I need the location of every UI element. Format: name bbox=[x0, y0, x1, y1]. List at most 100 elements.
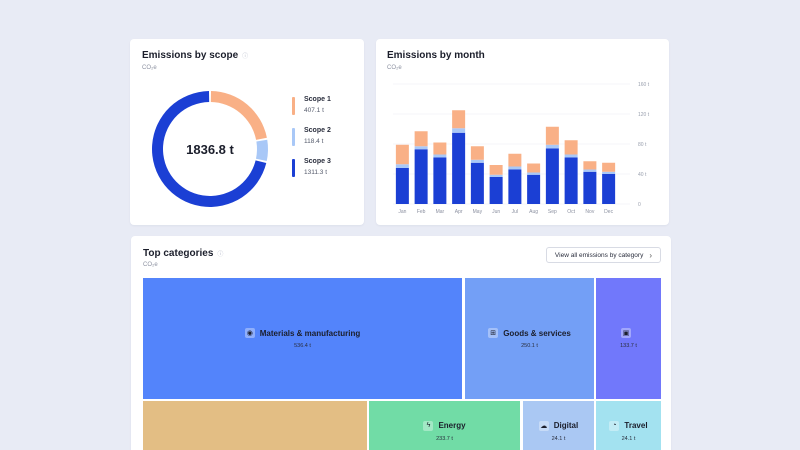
y-tick-label: 120 t bbox=[638, 112, 650, 118]
tile-label: Travel bbox=[624, 421, 648, 430]
treemap-tile-box-icon[interactable]: ▣ 133.7 t bbox=[596, 278, 661, 399]
month-card-unit: CO₂e bbox=[387, 65, 402, 71]
x-tick-label: Sep bbox=[548, 209, 557, 215]
tile-value: 24.1 t bbox=[621, 435, 636, 442]
scope-card-title-text: Emissions by scope bbox=[142, 50, 239, 61]
legend-item-scope-1[interactable]: Scope 1 407.1 t bbox=[292, 95, 331, 117]
cart-icon: ⊞ bbox=[488, 328, 499, 338]
bar-jun-scope-3[interactable] bbox=[489, 177, 503, 204]
bar-jul-scope-1[interactable] bbox=[508, 153, 522, 167]
x-tick-label: Feb bbox=[417, 209, 426, 215]
tile-header: ◔ Travel bbox=[609, 420, 648, 431]
x-tick-label: Aug bbox=[529, 209, 538, 215]
bar-apr-scope-1[interactable] bbox=[452, 110, 466, 129]
tile-label: Digital bbox=[553, 421, 579, 430]
x-tick-label: Jan bbox=[398, 209, 406, 215]
bar-dec-scope-2[interactable] bbox=[602, 171, 616, 174]
bar-dec-scope-3[interactable] bbox=[602, 174, 616, 204]
legend-swatch-scope-2 bbox=[292, 128, 295, 146]
bar-feb-scope-3[interactable] bbox=[414, 149, 428, 204]
bar-nov-scope-1[interactable] bbox=[583, 161, 597, 170]
bar-aug-scope-3[interactable] bbox=[527, 174, 541, 204]
monthly-bar-chart: 0 40 t 80 t 120 t 160 t Jan Feb Mar Apr May Jun Jul… bbox=[393, 82, 650, 215]
chevron-right-icon: › bbox=[649, 250, 652, 260]
tile-header: ϟ Energy bbox=[423, 420, 466, 431]
x-tick-label: Oct bbox=[567, 209, 575, 215]
bar-mar-scope-3[interactable] bbox=[433, 157, 447, 205]
cloud-icon: ☁ bbox=[538, 420, 549, 431]
treemap-tile-digital[interactable]: ☁ Digital 24.1 t bbox=[523, 401, 594, 450]
scope-donut-chart bbox=[152, 91, 268, 207]
box-icon: ▣ bbox=[621, 328, 631, 338]
bar-nov-scope-3[interactable] bbox=[583, 171, 597, 204]
bar-nov-scope-2[interactable] bbox=[583, 169, 597, 172]
bar-mar-scope-1[interactable] bbox=[433, 142, 447, 155]
legend-swatch-scope-3 bbox=[292, 159, 295, 177]
tile-header: ⊞ Goods & services bbox=[488, 328, 571, 338]
treemap-tile-goods-and-services[interactable]: ⊞ Goods & services 250.1 t bbox=[465, 278, 594, 399]
legend-value: 1311.3 t bbox=[304, 169, 328, 176]
treemap-tile-travel[interactable]: ◔ Travel 24.1 t bbox=[596, 401, 661, 450]
legend-label: Scope 3 bbox=[304, 158, 331, 165]
month-card-title: Emissions by month bbox=[387, 50, 485, 61]
tile-header: ▣ bbox=[621, 328, 636, 338]
bar-sep-scope-2[interactable] bbox=[545, 144, 559, 149]
legend-label: Scope 2 bbox=[304, 127, 331, 134]
info-icon[interactable]: ⓘ bbox=[242, 54, 249, 60]
info-icon[interactable]: ⓘ bbox=[217, 252, 224, 258]
treemap-tile-energy[interactable]: ϟ Energy 233.7 t bbox=[369, 401, 520, 450]
bolt-icon: ϟ bbox=[423, 420, 434, 431]
x-tick-label: Mar bbox=[436, 209, 445, 215]
scope-legend: Scope 1 407.1 t Scope 2 118.4 t Scope 3 … bbox=[292, 95, 331, 188]
bar-oct-scope-2[interactable] bbox=[564, 154, 578, 158]
globe-icon: ◔ bbox=[609, 420, 620, 431]
legend-value: 118.4 t bbox=[304, 138, 324, 145]
bar-jun-scope-2[interactable] bbox=[489, 174, 503, 177]
donut-slice-scope-1[interactable] bbox=[210, 91, 267, 140]
legend-value: 407.1 t bbox=[304, 107, 324, 114]
bar-jun-scope-1[interactable] bbox=[489, 165, 503, 175]
bar-jan-scope-3[interactable] bbox=[395, 168, 409, 204]
bar-feb-scope-2[interactable] bbox=[414, 146, 428, 150]
scope-card-title: Emissions by scope ⓘ bbox=[142, 50, 248, 61]
bar-oct-scope-1[interactable] bbox=[564, 140, 578, 155]
bar-jan-scope-2[interactable] bbox=[395, 164, 409, 168]
legend-label: Scope 1 bbox=[304, 96, 331, 103]
bar-may-scope-2[interactable] bbox=[470, 159, 484, 163]
legend-item-scope-2[interactable]: Scope 2 118.4 t bbox=[292, 126, 331, 148]
view-all-emissions-button[interactable]: View all emissions by category › bbox=[545, 247, 661, 263]
bar-sep-scope-1[interactable] bbox=[545, 126, 559, 145]
bar-dec-scope-1[interactable] bbox=[602, 162, 616, 172]
emissions-by-scope-card: Emissions by scope ⓘ CO₂e 1836.8 t Scope… bbox=[130, 39, 364, 225]
tile-label: Goods & services bbox=[503, 328, 571, 338]
bar-jan-scope-1[interactable] bbox=[395, 144, 409, 165]
bar-aug-scope-2[interactable] bbox=[527, 172, 541, 175]
bar-feb-scope-1[interactable] bbox=[414, 131, 428, 147]
top-categories-card: Top categories ⓘ CO₂e View all emissions… bbox=[131, 236, 671, 450]
bar-jul-scope-3[interactable] bbox=[508, 169, 522, 205]
bar-mar-scope-2[interactable] bbox=[433, 154, 447, 158]
x-tick-label: May bbox=[473, 209, 483, 215]
bar-sep-scope-3[interactable] bbox=[545, 148, 559, 205]
bar-jul-scope-2[interactable] bbox=[508, 166, 522, 170]
x-tick-label: Nov bbox=[585, 209, 594, 215]
treemap-tile-category[interactable] bbox=[143, 401, 367, 450]
tile-label: Materials & manufacturing bbox=[259, 328, 361, 338]
bar-oct-scope-3[interactable] bbox=[564, 157, 578, 205]
bar-may-scope-3[interactable] bbox=[470, 162, 484, 204]
categories-card-unit: CO₂e bbox=[143, 262, 158, 268]
treemap-tile-materials-and-manufacturing[interactable]: ◉ Materials & manufacturing 536.4 t bbox=[143, 278, 462, 399]
bar-apr-scope-3[interactable] bbox=[452, 132, 466, 204]
bar-may-scope-1[interactable] bbox=[470, 146, 484, 160]
donut-slice-scope-2[interactable] bbox=[255, 139, 268, 162]
tile-header: ◉ Materials & manufacturing bbox=[244, 328, 361, 338]
y-tick-label: 160 t bbox=[638, 82, 650, 88]
cube-icon: ◉ bbox=[244, 328, 255, 338]
bar-aug-scope-1[interactable] bbox=[527, 163, 541, 173]
tile-value: 133.7 t bbox=[620, 343, 637, 349]
x-tick-label: Apr bbox=[455, 209, 463, 215]
legend-item-scope-3[interactable]: Scope 3 1311.3 t bbox=[292, 157, 331, 179]
donut-total: 1836.8 t bbox=[186, 141, 234, 157]
tile-value: 250.1 t bbox=[521, 343, 538, 349]
bar-apr-scope-2[interactable] bbox=[452, 128, 466, 133]
